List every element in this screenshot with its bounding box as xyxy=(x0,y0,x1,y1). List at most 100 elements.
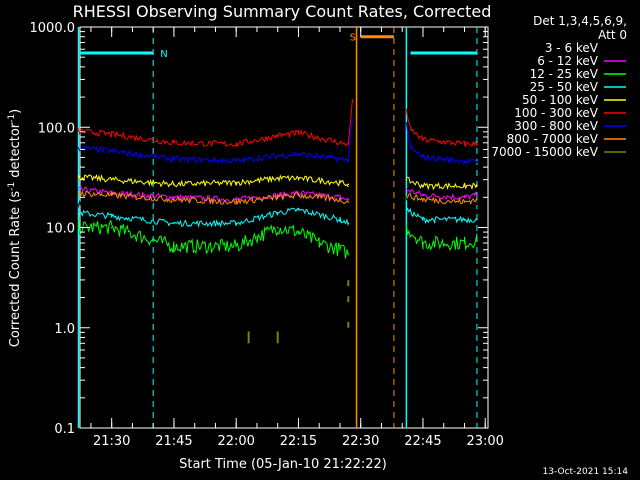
data-point xyxy=(422,156,424,159)
data-point xyxy=(463,218,466,221)
data-point xyxy=(276,154,279,157)
data-point xyxy=(405,188,408,191)
legend-label: 800 - 7000 keV xyxy=(507,132,599,146)
data-point xyxy=(463,160,466,162)
data-point xyxy=(276,212,279,214)
series-12-25-kev xyxy=(77,219,478,259)
data-point xyxy=(297,194,300,196)
y-tick-label: 1000.0 xyxy=(30,21,76,36)
data-point xyxy=(409,128,412,131)
series-line xyxy=(406,193,478,205)
legend-label: 100 - 300 keV xyxy=(514,106,598,120)
y-tick-label: 100.0 xyxy=(38,121,75,136)
data-point xyxy=(339,198,341,201)
data-point xyxy=(235,245,237,248)
series-line xyxy=(405,110,478,148)
series-line xyxy=(78,119,353,165)
data-point xyxy=(77,176,80,178)
annotation-label: N xyxy=(160,49,167,60)
x-tick-label: 23:00 xyxy=(466,434,503,449)
x-tick-label: 22:45 xyxy=(404,434,441,449)
data-point xyxy=(422,198,424,201)
data-point xyxy=(276,135,279,137)
data-point xyxy=(347,206,350,208)
data-point xyxy=(405,108,408,111)
data-point xyxy=(297,209,300,211)
x-tick-label: 22:00 xyxy=(217,434,254,449)
data-point xyxy=(110,133,113,136)
series-line xyxy=(78,219,349,259)
series-100-300-kev xyxy=(77,98,478,148)
data-point xyxy=(256,236,258,239)
data-point xyxy=(476,203,478,206)
series-layer xyxy=(77,98,478,344)
data-point xyxy=(347,198,350,201)
data-point xyxy=(463,143,466,145)
data-point xyxy=(405,178,408,181)
series-50-100-kev xyxy=(77,173,478,191)
x-tick-label: 22:15 xyxy=(280,434,317,449)
data-point xyxy=(173,196,175,199)
legend-label: 300 - 800 keV xyxy=(514,119,598,133)
x-tick-label: 22:30 xyxy=(342,434,379,449)
y-axis-label-end: ) xyxy=(8,109,23,114)
data-point xyxy=(339,158,341,161)
data-point xyxy=(405,209,408,211)
data-point xyxy=(422,138,424,141)
legend-label: 3 - 6 keV xyxy=(545,41,599,55)
legend-label: 7000 - 15000 keV xyxy=(491,145,598,159)
data-point xyxy=(463,206,466,208)
data-point xyxy=(351,100,354,103)
y-axis: 0.1 1.0 10.0 100.0 1000.0 xyxy=(30,21,488,437)
data-point xyxy=(173,183,175,186)
data-point xyxy=(297,201,300,203)
series-300-800-kev xyxy=(77,116,478,165)
data-point xyxy=(235,160,237,162)
series-25-50-kev xyxy=(77,207,478,229)
data-point xyxy=(463,196,466,199)
series-6-12-kev xyxy=(77,185,478,203)
data-point xyxy=(339,248,341,251)
data-point xyxy=(422,203,424,206)
data-point xyxy=(173,198,175,201)
data-point xyxy=(422,194,424,196)
data-point xyxy=(339,203,341,206)
legend-label: 25 - 50 keV xyxy=(530,80,599,94)
data-point xyxy=(476,143,478,145)
data-point xyxy=(405,122,408,124)
data-point xyxy=(339,141,341,144)
data-point xyxy=(173,245,175,248)
data-point xyxy=(110,206,113,208)
data-point xyxy=(173,222,175,225)
data-point xyxy=(347,222,350,225)
data-point xyxy=(347,252,350,255)
data-point xyxy=(77,147,80,149)
data-point xyxy=(297,153,300,155)
data-point xyxy=(276,226,279,229)
y-tick-label: 10.0 xyxy=(46,222,75,237)
x-axis-label: Start Time (05-Jan-10 21:22:22) xyxy=(179,457,387,472)
data-point xyxy=(110,150,113,152)
data-point xyxy=(476,239,478,241)
data-point xyxy=(339,181,341,184)
series-line xyxy=(78,173,349,188)
data-point xyxy=(77,188,80,191)
data-point xyxy=(110,194,113,196)
series-line xyxy=(405,194,478,210)
series-800-7000-kev xyxy=(77,190,478,206)
data-point xyxy=(77,226,80,229)
data-point xyxy=(476,161,478,163)
data-point xyxy=(476,198,478,201)
series-line xyxy=(78,185,349,203)
data-point xyxy=(463,185,466,187)
x-tick-label: 21:30 xyxy=(93,434,130,449)
data-point xyxy=(276,203,279,206)
data-point xyxy=(409,147,412,149)
data-point xyxy=(110,215,113,217)
data-point xyxy=(297,231,300,233)
data-point xyxy=(77,203,80,206)
series-3-6-kev xyxy=(77,194,478,215)
